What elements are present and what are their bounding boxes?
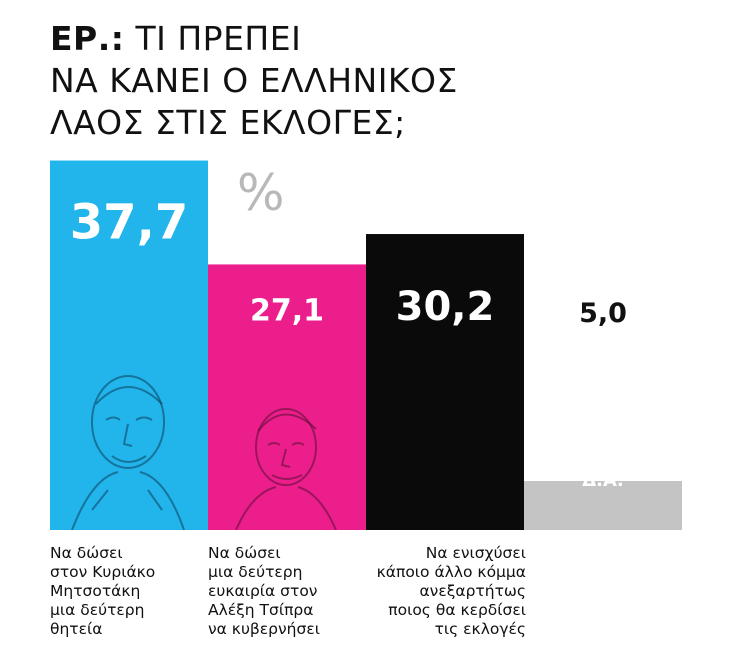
value-label-2: 27,1 bbox=[250, 293, 324, 328]
chart-title: ΕΡ.: ΤΙ ΠΡΕΠΕΙ ΝΑ ΚΑΝΕΙ Ο ΕΛΛΗΝΙΚΟΣ ΛΑΟΣ… bbox=[50, 18, 458, 144]
category-label-3: Να ενισχύσει κάποιο άλλο κόμμα ανεξαρτήτ… bbox=[376, 544, 526, 638]
portrait-1-image bbox=[71, 375, 185, 530]
inner-label-4: Δ.Α. bbox=[582, 470, 624, 491]
bar-4 bbox=[524, 481, 682, 530]
value-label-4: 5,0 bbox=[579, 298, 627, 329]
bar-3 bbox=[366, 234, 524, 531]
category-label-1: Να δώσει στον Κυριάκο Μητσοτάκη μια δεύτ… bbox=[50, 544, 156, 638]
value-label-1: 37,7 bbox=[70, 195, 188, 251]
title-lead: ΕΡ.: bbox=[50, 19, 125, 58]
title-line-1: ΤΙ ΠΡΕΠΕΙ bbox=[135, 19, 302, 58]
title-line-3: ΛΑΟΣ ΣΤΙΣ ΕΚΛΟΓΕΣ; bbox=[50, 103, 406, 142]
title-line-2: ΝΑ ΚΑΝΕΙ Ο ΕΛΛΗΝΙΚΟΣ bbox=[50, 61, 458, 100]
portrait-2-image bbox=[235, 408, 337, 530]
value-label-3: 30,2 bbox=[396, 284, 495, 330]
category-label-2: Να δώσει μια δεύτερη ευκαιρία στον Αλέξη… bbox=[208, 544, 320, 638]
unit-label: % bbox=[237, 164, 285, 222]
